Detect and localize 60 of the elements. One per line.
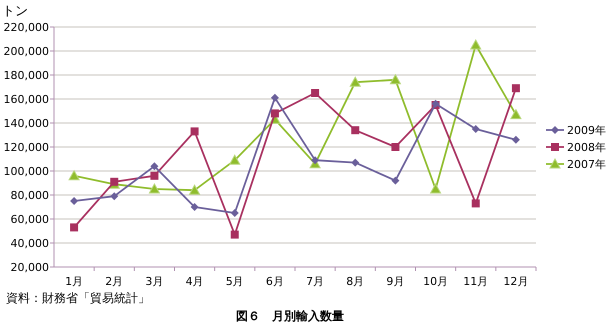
point xyxy=(230,209,239,217)
y-tick-label: 160,000 xyxy=(4,93,49,106)
y-tick-label: 220,000 xyxy=(4,21,49,34)
point xyxy=(190,203,199,211)
x-tick-label: 10月 xyxy=(423,275,448,288)
y-axis-title: トン xyxy=(2,4,28,19)
x-tick-label: 8月 xyxy=(346,275,364,288)
point xyxy=(110,192,118,200)
y-tick-label: 200,000 xyxy=(4,45,49,58)
point xyxy=(70,197,78,205)
point xyxy=(391,143,400,151)
point xyxy=(512,84,520,92)
y-tick-label: 120,000 xyxy=(4,141,49,154)
point xyxy=(472,199,480,208)
point xyxy=(512,136,520,144)
point xyxy=(350,76,361,87)
x-tick-label: 7月 xyxy=(306,275,324,288)
x-tick-label: 12月 xyxy=(503,275,528,288)
y-tick-label: 40,000 xyxy=(10,237,49,250)
point xyxy=(110,178,118,186)
point xyxy=(470,40,482,50)
point xyxy=(190,127,199,136)
x-tick-label: 11月 xyxy=(463,275,488,288)
x-tick-label: 6月 xyxy=(266,275,284,288)
point xyxy=(230,230,239,239)
point xyxy=(390,74,401,84)
point xyxy=(430,184,442,194)
x-tick-label: 1月 xyxy=(65,275,84,288)
y-tick-label: 20,000 xyxy=(10,261,49,274)
point xyxy=(391,176,400,185)
point xyxy=(311,156,320,164)
y-tick-label: 80,000 xyxy=(10,189,49,202)
y-tick-label: 140,000 xyxy=(4,117,49,130)
point xyxy=(351,126,360,134)
y-tick-label: 180,000 xyxy=(4,69,49,82)
text: 資料：財務省「貿易統計」 xyxy=(6,291,150,305)
x-tick-label: 2月 xyxy=(105,275,124,288)
point xyxy=(270,94,279,102)
point xyxy=(229,154,240,165)
legend-label: 2007年 xyxy=(567,158,606,171)
point xyxy=(472,125,480,133)
point xyxy=(150,172,158,180)
point xyxy=(510,109,522,120)
x-tick-label: 4月 xyxy=(186,275,204,288)
point xyxy=(311,89,320,97)
x-tick-label: 9月 xyxy=(386,275,404,288)
point xyxy=(148,184,160,194)
point xyxy=(68,170,80,180)
legend-label: 2009年 xyxy=(567,124,606,137)
point xyxy=(150,162,158,170)
y-tick-label: 60,000 xyxy=(10,213,49,226)
point xyxy=(189,184,200,195)
point xyxy=(70,223,78,232)
x-tick-label: 5月 xyxy=(226,275,244,288)
text: 図６ 月別輸入数量 xyxy=(236,309,344,323)
y-tick-label: 100,000 xyxy=(4,165,49,178)
x-tick-label: 3月 xyxy=(145,275,164,288)
point xyxy=(351,158,360,167)
point xyxy=(270,109,279,118)
legend-label: 2008年 xyxy=(567,141,606,154)
